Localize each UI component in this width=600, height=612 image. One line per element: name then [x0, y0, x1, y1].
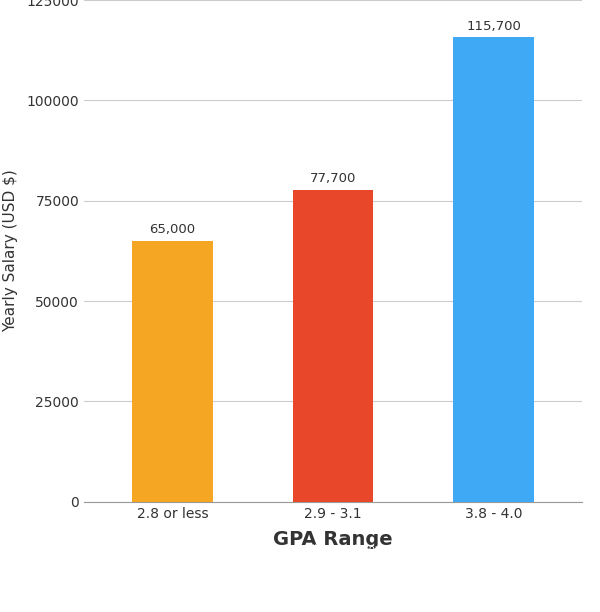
Bar: [132, 241, 212, 502]
Text: 77,700: 77,700: [310, 172, 356, 185]
Y-axis label: Yearly Salary (USD $): Yearly Salary (USD $): [3, 170, 18, 332]
Bar: [454, 37, 534, 502]
Bar: [293, 190, 373, 502]
Text: GPA/SALARY COMPARISON: GPA/SALARY COMPARISON: [116, 31, 484, 59]
Text: Copyright © 2016 Ultius, Inc.: Copyright © 2016 Ultius, Inc.: [400, 584, 582, 595]
Text: 115,700: 115,700: [466, 20, 521, 32]
X-axis label: GPA Range: GPA Range: [273, 530, 393, 549]
Text: 65,000: 65,000: [149, 223, 196, 236]
Text: Source: http://www.businessinsider.com/could-your-gpa-predict-your-income-2014-4: Source: http://www.businessinsider.com/c…: [18, 544, 428, 554]
Text: ■ ULTIUS: ■ ULTIUS: [18, 582, 97, 597]
Text: Third year associates at investment banking firms.: Third year associates at investment bank…: [89, 77, 511, 95]
